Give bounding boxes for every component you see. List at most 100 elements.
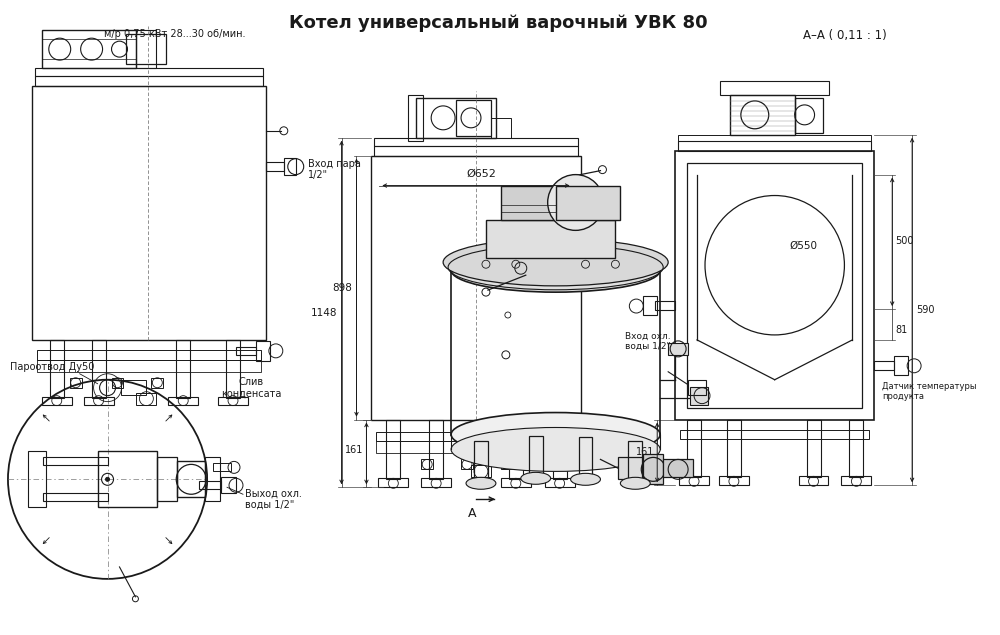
- Bar: [28, 451, 46, 507]
- Circle shape: [106, 478, 110, 481]
- Text: 161: 161: [345, 445, 363, 455]
- Bar: [618, 457, 643, 479]
- Ellipse shape: [443, 239, 668, 286]
- Bar: [556, 185, 620, 220]
- Bar: [421, 459, 433, 469]
- Bar: [376, 432, 576, 441]
- Bar: [491, 118, 511, 138]
- Bar: [719, 476, 749, 485]
- Text: А–А ( 0,11 : 1): А–А ( 0,11 : 1): [803, 29, 886, 42]
- Bar: [688, 380, 706, 395]
- Bar: [376, 441, 576, 453]
- Bar: [168, 397, 198, 404]
- Bar: [50, 340, 64, 398]
- Bar: [807, 420, 821, 478]
- Ellipse shape: [451, 413, 660, 457]
- Bar: [727, 420, 741, 478]
- Bar: [687, 420, 701, 478]
- Bar: [730, 95, 795, 135]
- Bar: [236, 347, 256, 355]
- Bar: [371, 156, 581, 420]
- Bar: [509, 420, 523, 479]
- Bar: [70, 378, 82, 388]
- Bar: [474, 441, 488, 483]
- Ellipse shape: [571, 473, 600, 485]
- Bar: [177, 462, 205, 497]
- Bar: [374, 138, 578, 145]
- Bar: [663, 459, 693, 478]
- Bar: [545, 478, 575, 487]
- Bar: [42, 397, 72, 404]
- Bar: [668, 343, 688, 355]
- Text: Ø652: Ø652: [466, 168, 496, 178]
- Bar: [266, 162, 284, 171]
- Bar: [678, 135, 871, 141]
- Bar: [643, 455, 663, 485]
- Bar: [690, 387, 708, 404]
- Bar: [486, 220, 615, 258]
- Bar: [136, 392, 156, 404]
- Text: Вход пара
1/2": Вход пара 1/2": [308, 159, 361, 180]
- Bar: [679, 476, 709, 485]
- Bar: [35, 76, 263, 86]
- Ellipse shape: [466, 478, 496, 490]
- Bar: [501, 478, 531, 487]
- Ellipse shape: [521, 472, 551, 485]
- Bar: [386, 420, 400, 479]
- Bar: [151, 378, 163, 388]
- Bar: [43, 457, 108, 465]
- Bar: [408, 95, 423, 141]
- Text: Вход охл.
воды 1/2": Вход охл. воды 1/2": [625, 332, 670, 351]
- Bar: [157, 457, 177, 501]
- Ellipse shape: [620, 478, 650, 490]
- Bar: [205, 457, 220, 501]
- Bar: [795, 98, 823, 133]
- Text: 898: 898: [333, 283, 353, 293]
- Text: Ø550: Ø550: [790, 240, 818, 250]
- Bar: [655, 301, 675, 310]
- Bar: [894, 356, 908, 375]
- Text: 161: 161: [636, 448, 654, 457]
- Bar: [471, 465, 491, 478]
- Text: 590: 590: [916, 305, 935, 315]
- Bar: [849, 420, 863, 478]
- Text: A: A: [468, 507, 477, 520]
- Bar: [176, 340, 190, 398]
- Bar: [92, 340, 106, 398]
- Text: Пароотвод Ду50: Пароотвод Ду50: [10, 362, 94, 371]
- Bar: [213, 464, 231, 471]
- Bar: [501, 459, 513, 469]
- Ellipse shape: [451, 427, 660, 471]
- Bar: [84, 397, 114, 404]
- Bar: [35, 68, 263, 76]
- Text: м/р 0,75 кВт 28...30 об/мин.: м/р 0,75 кВт 28...30 об/мин.: [104, 29, 245, 39]
- Bar: [32, 86, 266, 340]
- Bar: [199, 481, 221, 490]
- Bar: [874, 361, 894, 370]
- Bar: [501, 185, 556, 220]
- Bar: [378, 478, 408, 487]
- Text: Датчик температуры
продукта: Датчик температуры продукта: [882, 382, 977, 401]
- Bar: [98, 451, 157, 507]
- Bar: [579, 438, 592, 479]
- Text: 500: 500: [895, 236, 914, 246]
- Bar: [221, 478, 236, 493]
- Text: Котел универсальный варочный УВК 80: Котел универсальный варочный УВК 80: [289, 14, 707, 32]
- Text: 1148: 1148: [311, 308, 338, 318]
- Bar: [43, 493, 108, 501]
- Bar: [218, 397, 248, 404]
- Bar: [226, 340, 240, 398]
- Text: Выход охл.
воды 1/2": Выход охл. воды 1/2": [245, 488, 302, 510]
- Bar: [136, 30, 156, 68]
- Bar: [720, 81, 829, 95]
- Bar: [37, 360, 261, 371]
- Bar: [628, 441, 642, 483]
- Circle shape: [548, 175, 603, 231]
- Bar: [284, 157, 296, 175]
- Bar: [643, 296, 657, 315]
- Bar: [529, 436, 543, 478]
- Bar: [678, 141, 871, 150]
- Bar: [429, 420, 443, 479]
- Bar: [121, 380, 146, 395]
- Bar: [374, 145, 578, 156]
